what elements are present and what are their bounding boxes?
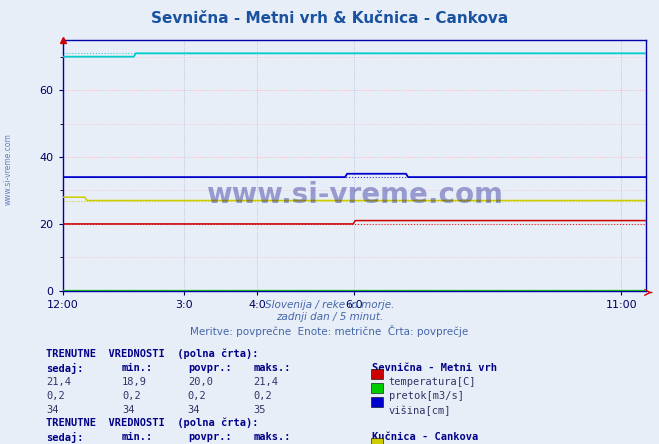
- Text: www.si-vreme.com: www.si-vreme.com: [3, 133, 13, 205]
- Text: 0,2: 0,2: [122, 391, 140, 401]
- Text: maks.:: maks.:: [254, 432, 291, 442]
- Text: min.:: min.:: [122, 363, 153, 373]
- Text: 34: 34: [122, 405, 134, 416]
- Text: 0,2: 0,2: [188, 391, 206, 401]
- Text: TRENUTNE  VREDNOSTI  (polna črta):: TRENUTNE VREDNOSTI (polna črta):: [46, 349, 258, 359]
- Text: povpr.:: povpr.:: [188, 363, 231, 373]
- Text: 34: 34: [46, 405, 59, 416]
- Text: pretok[m3/s]: pretok[m3/s]: [389, 391, 464, 401]
- Text: povpr.:: povpr.:: [188, 432, 231, 442]
- Text: sedaj:: sedaj:: [46, 432, 84, 443]
- Text: Slovenija / reke in morje.: Slovenija / reke in morje.: [265, 300, 394, 310]
- Text: 21,4: 21,4: [254, 377, 279, 387]
- Text: 34: 34: [188, 405, 200, 416]
- Text: sedaj:: sedaj:: [46, 363, 84, 374]
- Text: 18,9: 18,9: [122, 377, 147, 387]
- Text: maks.:: maks.:: [254, 363, 291, 373]
- Text: min.:: min.:: [122, 432, 153, 442]
- Text: Sevnična - Metni vrh: Sevnična - Metni vrh: [372, 363, 498, 373]
- Text: www.si-vreme.com: www.si-vreme.com: [206, 182, 503, 210]
- Text: Kučnica - Cankova: Kučnica - Cankova: [372, 432, 478, 442]
- Text: višina[cm]: višina[cm]: [389, 405, 451, 416]
- Text: 20,0: 20,0: [188, 377, 213, 387]
- Text: 0,2: 0,2: [254, 391, 272, 401]
- Text: 35: 35: [254, 405, 266, 416]
- Text: 0,2: 0,2: [46, 391, 65, 401]
- Text: TRENUTNE  VREDNOSTI  (polna črta):: TRENUTNE VREDNOSTI (polna črta):: [46, 418, 258, 428]
- Text: temperatura[C]: temperatura[C]: [389, 377, 476, 387]
- Text: Meritve: povprečne  Enote: metrične  Črta: povprečje: Meritve: povprečne Enote: metrične Črta:…: [190, 325, 469, 337]
- Text: zadnji dan / 5 minut.: zadnji dan / 5 minut.: [276, 312, 383, 322]
- Text: Sevnična - Metni vrh & Kučnica - Cankova: Sevnična - Metni vrh & Kučnica - Cankova: [151, 11, 508, 26]
- Text: 21,4: 21,4: [46, 377, 71, 387]
